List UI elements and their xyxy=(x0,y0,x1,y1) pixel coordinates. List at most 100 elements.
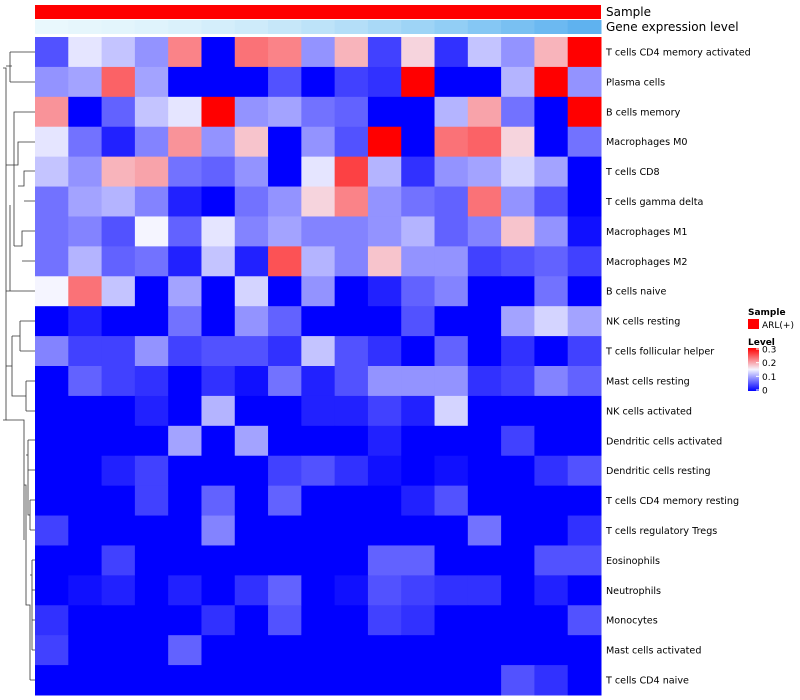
heatmap-cell xyxy=(501,276,535,307)
heatmap-cell xyxy=(201,66,236,98)
heatmap-cell xyxy=(234,306,269,337)
heatmap-cell xyxy=(567,425,602,457)
heatmap-cell xyxy=(567,485,602,517)
heatmap-cell xyxy=(101,605,136,636)
sample-annotation-label: Sample xyxy=(606,5,651,19)
heatmap-cell xyxy=(68,186,103,217)
heatmap-cell xyxy=(268,276,302,307)
heatmap-cells xyxy=(35,37,602,696)
row-label: Dendritic cells resting xyxy=(606,466,711,477)
heatmap-cell xyxy=(68,455,103,487)
heatmap-cell xyxy=(367,186,402,217)
heatmap-cell xyxy=(367,485,402,517)
row-label: T cells gamma delta xyxy=(605,197,703,208)
heatmap-cell xyxy=(134,485,169,517)
heatmap-cell xyxy=(334,425,369,457)
heatmap-cell xyxy=(35,276,69,307)
heatmap-cell xyxy=(201,336,236,367)
heatmap-cell xyxy=(434,395,469,427)
heatmap-cell xyxy=(567,96,602,128)
heatmap-cell xyxy=(567,66,602,98)
heatmap-cell xyxy=(367,276,402,307)
heatmap-cell xyxy=(201,665,236,696)
heatmap-cell xyxy=(234,37,269,68)
heatmap-cell xyxy=(301,515,336,546)
heatmap-cell xyxy=(301,366,336,397)
heatmap-cell xyxy=(401,186,436,217)
heatmap-cell xyxy=(534,37,569,68)
heatmap-cell xyxy=(334,336,369,367)
row-label: Neutrophils xyxy=(606,586,661,597)
heatmap-cell xyxy=(134,605,169,636)
heatmap-cell xyxy=(168,395,202,427)
heatmap-cell xyxy=(234,635,269,666)
heatmap-cell xyxy=(301,276,336,307)
heatmap-cell xyxy=(367,126,402,158)
heatmap-cell xyxy=(534,605,569,636)
heatmap-cell xyxy=(35,156,69,188)
heatmap-cell xyxy=(567,575,602,606)
heatmap-cell xyxy=(168,485,202,517)
heatmap-cell xyxy=(101,246,136,277)
heatmap-cell xyxy=(334,485,369,517)
heatmap-cell xyxy=(201,455,236,487)
heatmap-cell xyxy=(534,186,569,217)
heatmap-cell xyxy=(35,575,69,606)
heatmap-cell xyxy=(534,395,569,427)
heatmap-cell xyxy=(434,96,469,128)
heatmap-cell xyxy=(134,665,169,696)
heatmap-cell xyxy=(35,336,69,367)
heatmap-cell xyxy=(401,635,436,666)
heatmap-cell xyxy=(401,395,436,427)
heatmap-cell xyxy=(434,605,469,636)
heatmap-cell xyxy=(301,635,336,666)
heatmap-cell xyxy=(168,96,202,128)
expression-annotation-cell xyxy=(268,20,302,34)
heatmap-cell xyxy=(401,455,436,487)
heatmap-cell xyxy=(401,306,436,337)
heatmap-cell xyxy=(168,126,202,158)
heatmap-cell xyxy=(201,366,236,397)
heatmap-cell xyxy=(168,156,202,188)
heatmap-cell xyxy=(501,156,535,188)
heatmap-cell xyxy=(467,336,502,367)
heatmap-cell xyxy=(401,37,436,68)
heatmap-cell xyxy=(301,126,336,158)
heatmap-cell xyxy=(68,336,103,367)
heatmap-cell xyxy=(168,425,202,457)
heatmap-cell xyxy=(434,126,469,158)
heatmap-cell xyxy=(134,425,169,457)
heatmap-cell xyxy=(467,515,502,546)
heatmap-cell xyxy=(101,306,136,337)
heatmap-cell xyxy=(334,665,369,696)
expression-annotation-cell xyxy=(501,20,535,34)
heatmap-cell xyxy=(234,366,269,397)
heatmap-cell xyxy=(401,96,436,128)
legend-tick-label: 0.1 xyxy=(762,373,776,383)
heatmap-cell xyxy=(334,156,369,188)
heatmap-cell xyxy=(168,605,202,636)
heatmap-cell xyxy=(301,665,336,696)
heatmap-cell xyxy=(201,545,236,576)
heatmap-cell xyxy=(168,306,202,337)
heatmap-cell xyxy=(234,216,269,247)
heatmap-cell xyxy=(367,37,402,68)
heatmap-cell xyxy=(234,395,269,427)
expression-annotation-cell xyxy=(301,20,336,34)
heatmap-cell xyxy=(168,366,202,397)
heatmap-cell xyxy=(68,395,103,427)
row-label: B cells naive xyxy=(606,287,666,298)
row-label: NK cells resting xyxy=(606,317,680,328)
heatmap-cell xyxy=(201,575,236,606)
heatmap-cell xyxy=(134,575,169,606)
heatmap-cell xyxy=(301,186,336,217)
heatmap-cell xyxy=(201,425,236,457)
heatmap-cell xyxy=(334,515,369,546)
heatmap-cell xyxy=(467,37,502,68)
heatmap-cell xyxy=(401,216,436,247)
heatmap-cell xyxy=(134,366,169,397)
heatmap-cell xyxy=(201,605,236,636)
heatmap-cell xyxy=(301,545,336,576)
